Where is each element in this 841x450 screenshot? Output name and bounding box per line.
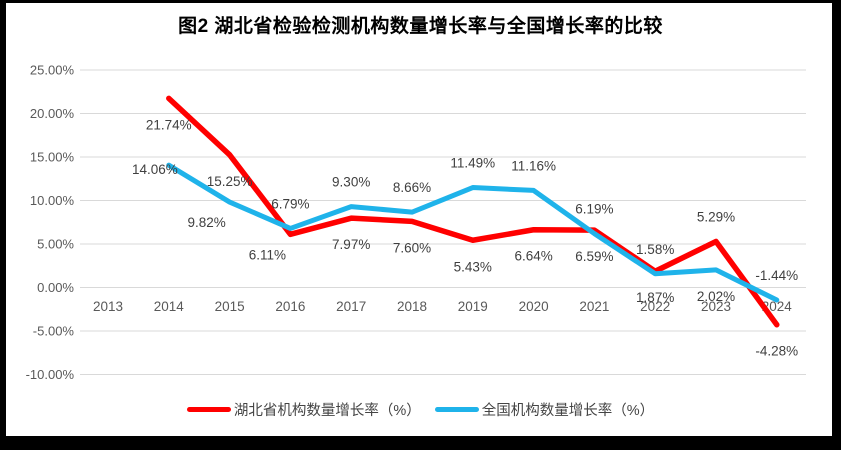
data-label-hubei: 15.25% bbox=[207, 174, 253, 189]
x-axis-tick-label: 2017 bbox=[336, 299, 366, 314]
y-axis-tick-label: 5.00% bbox=[37, 237, 74, 252]
x-axis-tick-label: 2013 bbox=[93, 299, 123, 314]
x-axis-tick-label: 2023 bbox=[701, 299, 731, 314]
data-label-hubei: 6.59% bbox=[575, 249, 613, 264]
data-label-national: 14.06% bbox=[132, 162, 178, 177]
y-axis-tick-label: 20.00% bbox=[30, 106, 75, 121]
data-label-national: -1.44% bbox=[755, 268, 798, 283]
chart-plot-background bbox=[6, 3, 832, 436]
data-label-national: 9.82% bbox=[187, 215, 225, 230]
data-label-hubei: 5.29% bbox=[697, 209, 735, 224]
y-axis-tick-label: -10.00% bbox=[26, 367, 75, 382]
data-label-national: 11.16% bbox=[511, 158, 556, 173]
x-axis-tick-label: 2018 bbox=[397, 299, 427, 314]
data-label-national: 6.79% bbox=[271, 196, 309, 211]
x-axis-tick-label: 2022 bbox=[640, 299, 670, 314]
data-label-national: 1.58% bbox=[636, 242, 674, 257]
data-label-hubei: 6.11% bbox=[249, 247, 286, 262]
y-axis-tick-label: 25.00% bbox=[30, 63, 75, 78]
data-label-hubei: 7.97% bbox=[332, 237, 370, 252]
x-axis-tick-label: 2015 bbox=[215, 299, 245, 314]
x-axis-tick-label: 2014 bbox=[154, 299, 185, 314]
chart-title: 图2 湖北省检验检测机构数量增长率与全国增长率的比较 bbox=[178, 16, 663, 37]
data-label-national: 9.30% bbox=[332, 175, 370, 190]
y-axis-tick-label: 15.00% bbox=[30, 150, 75, 165]
legend-label-national: 全国机构数量增长率（%） bbox=[481, 403, 655, 419]
y-axis-tick-label: 0.00% bbox=[37, 280, 74, 295]
data-label-national: 11.49% bbox=[450, 156, 495, 171]
chart-legend: 湖北省机构数量增长率（%） 全国机构数量增长率（%） bbox=[0, 399, 841, 420]
data-label-national: 2.02% bbox=[697, 289, 735, 304]
series-line-hubei bbox=[166, 95, 780, 328]
data-label-hubei: -4.28% bbox=[755, 344, 798, 359]
x-axis-tick-label: 2019 bbox=[458, 299, 488, 314]
y-axis-tick-label: -5.00% bbox=[33, 324, 75, 339]
legend-label-hubei: 湖北省机构数量增长率（%） bbox=[233, 403, 421, 419]
legend-swatch-hubei-icon bbox=[186, 407, 231, 412]
data-label-national: 6.19% bbox=[575, 202, 613, 217]
data-label-hubei: 6.64% bbox=[514, 249, 552, 264]
data-label-hubei: 5.43% bbox=[454, 259, 492, 274]
x-axis-tick-label: 2016 bbox=[275, 299, 305, 314]
y-axis-tick-label: 10.00% bbox=[30, 193, 75, 208]
legend-item-hubei: 湖北省机构数量增长率（%） bbox=[186, 399, 421, 420]
data-label-hubei: 7.60% bbox=[393, 240, 431, 255]
data-label-hubei: 1.87% bbox=[636, 290, 674, 305]
legend-item-national: 全国机构数量增长率（%） bbox=[434, 399, 655, 420]
x-axis-tick-label: 2020 bbox=[519, 299, 549, 314]
series-line-national bbox=[166, 162, 780, 303]
legend-swatch-national-icon bbox=[434, 407, 479, 412]
data-label-national: 8.66% bbox=[393, 180, 431, 195]
x-axis-tick-label: 2021 bbox=[579, 299, 609, 314]
data-label-hubei: 21.74% bbox=[146, 117, 192, 132]
